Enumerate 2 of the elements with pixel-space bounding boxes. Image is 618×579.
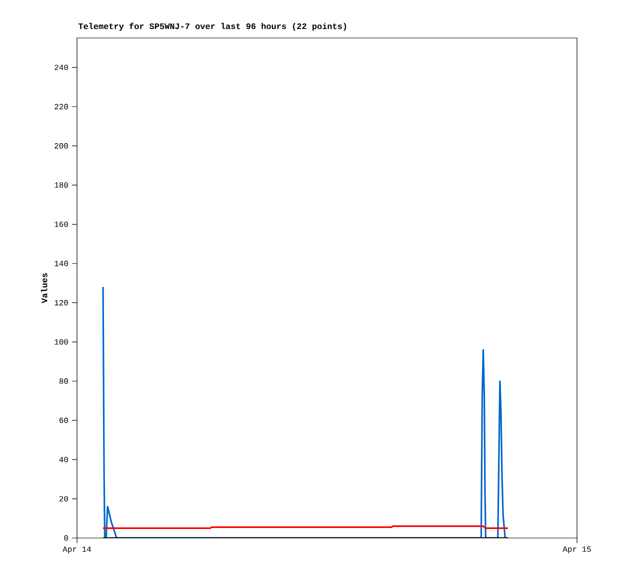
chart-title: Telemetry for SP5WNJ-7 over last 96 hours (22 points) bbox=[78, 22, 346, 31]
y-axis-title: Values bbox=[41, 273, 48, 304]
